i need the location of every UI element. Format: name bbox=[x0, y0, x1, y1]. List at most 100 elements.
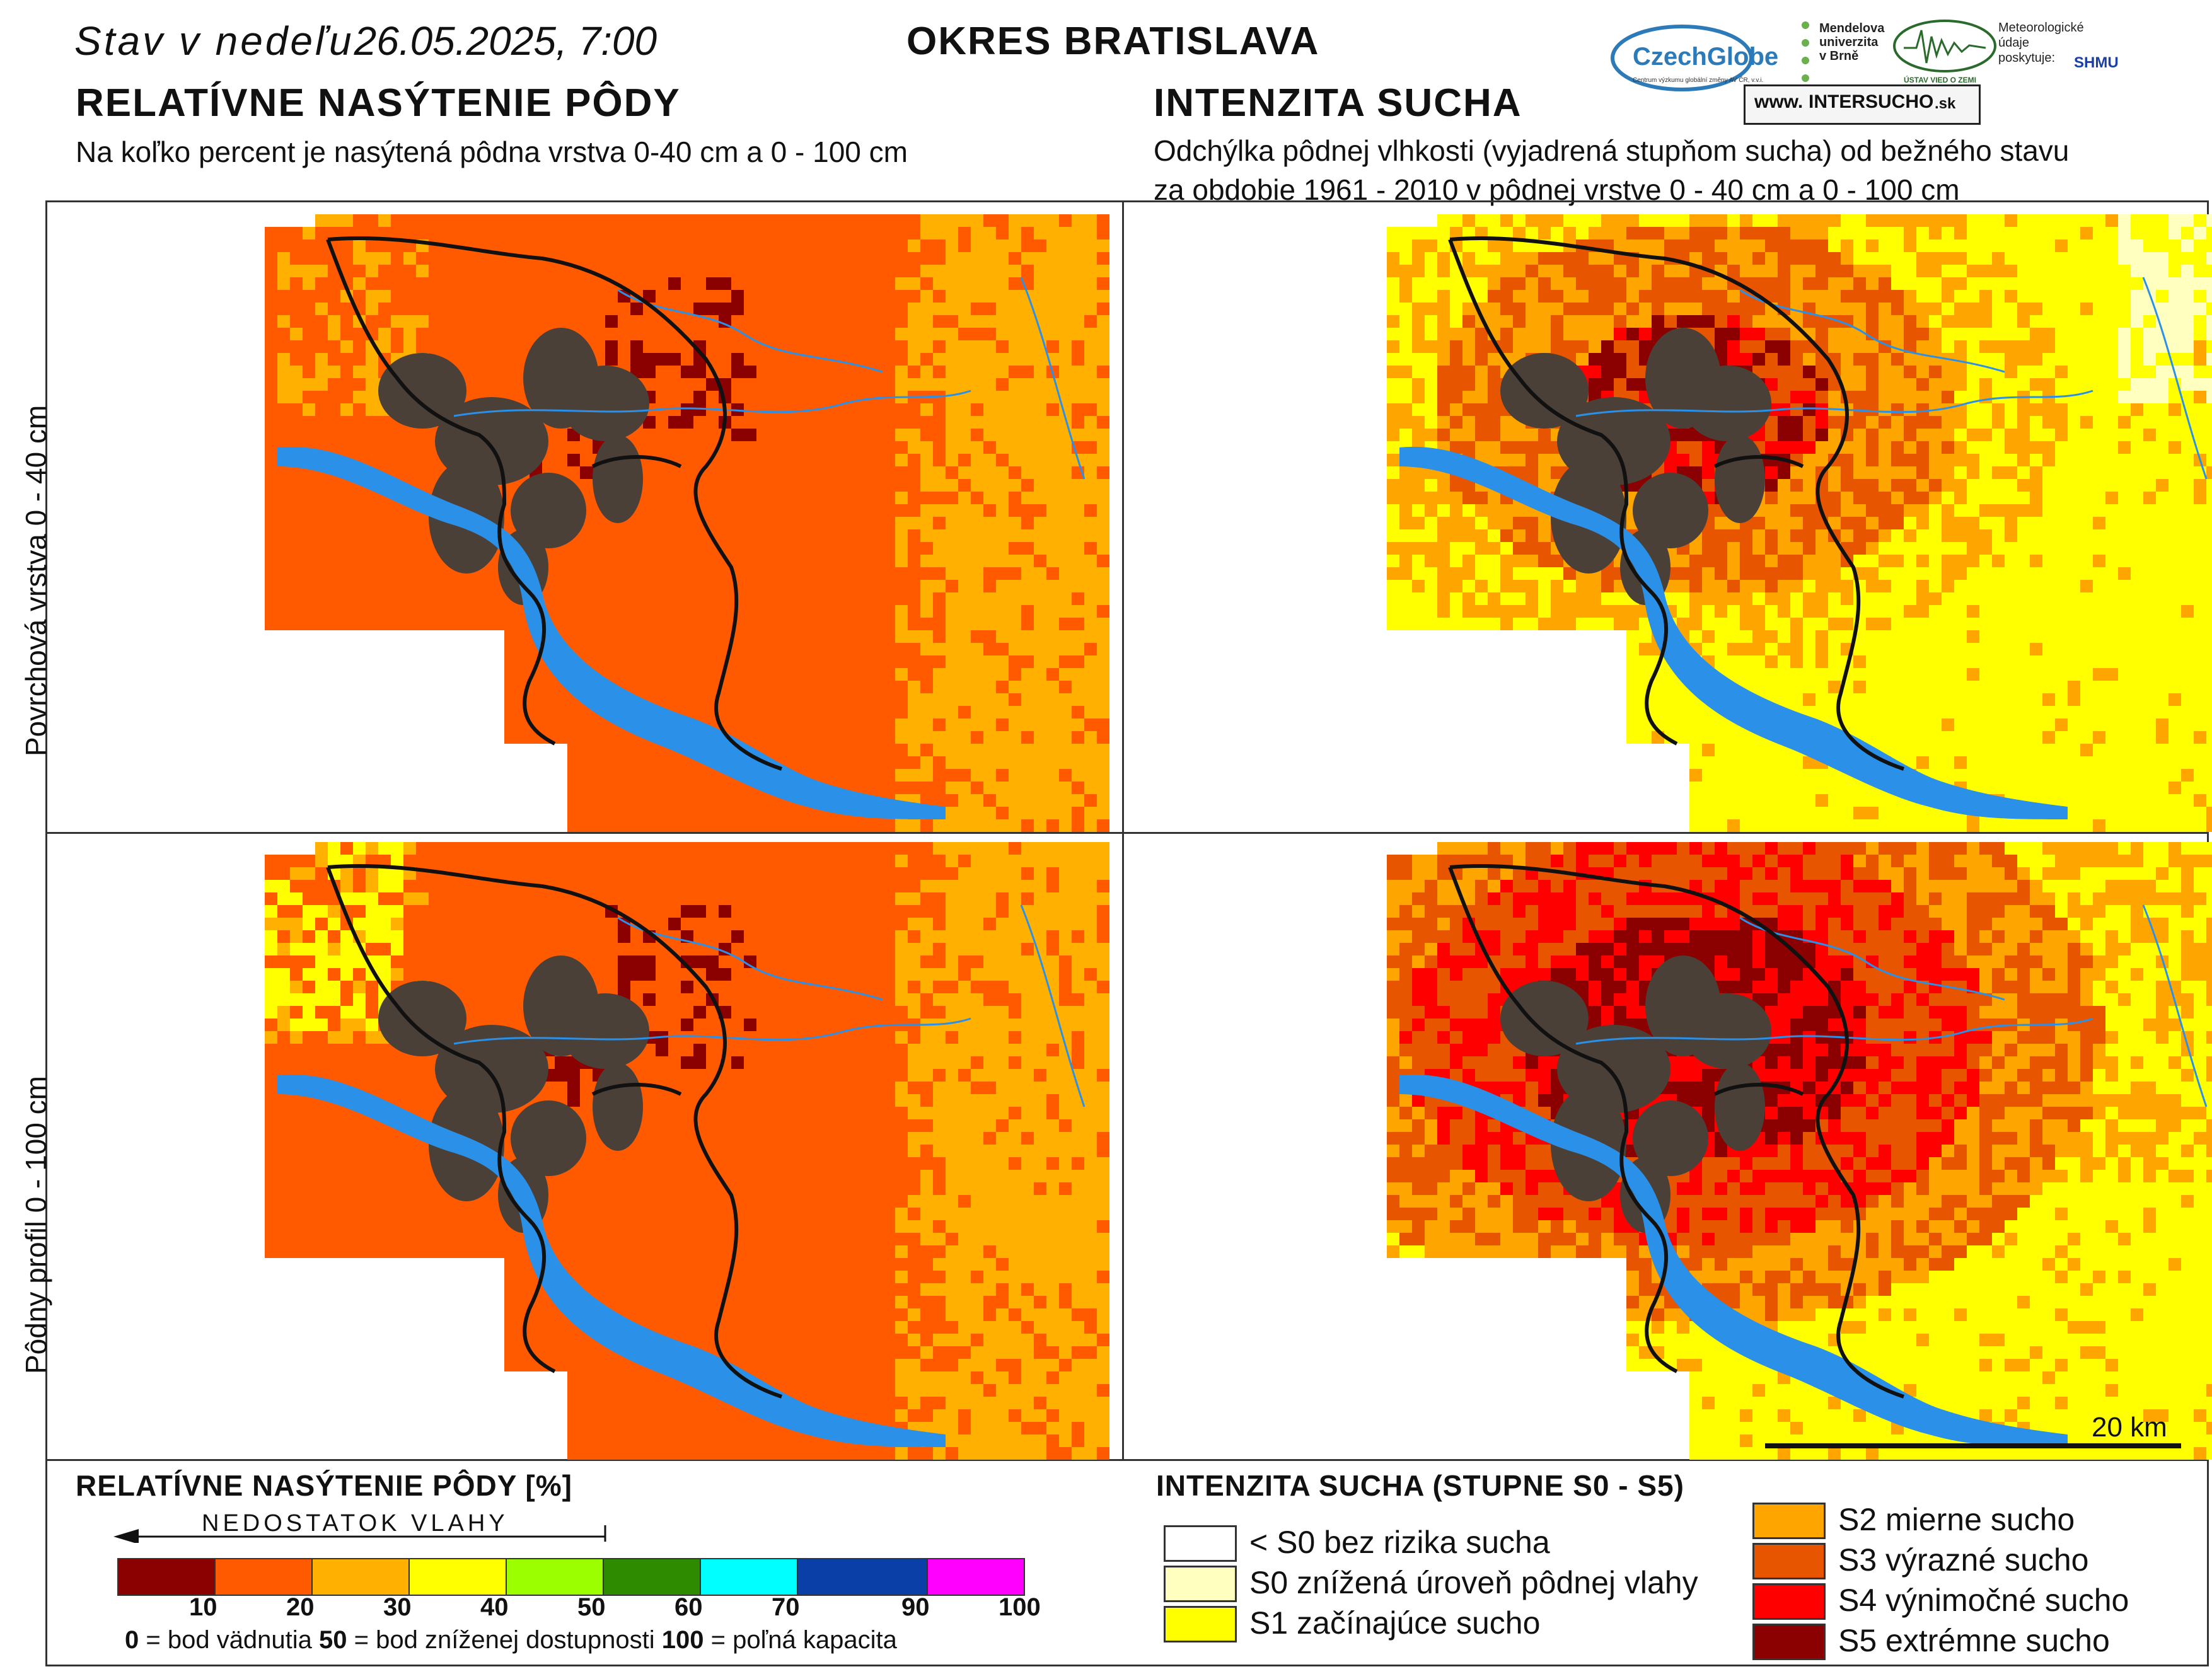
colorbar-segment bbox=[928, 1559, 1024, 1595]
intersucho-suffix: .sk bbox=[1935, 95, 1956, 112]
urban-area bbox=[593, 435, 643, 523]
drought-legend-label: S2 mierne sucho bbox=[1838, 1502, 2075, 1537]
shmu-logo: SHMU bbox=[2074, 54, 2119, 71]
drought-legend-swatch bbox=[1752, 1624, 1826, 1660]
drought-legend-swatch bbox=[1164, 1525, 1237, 1562]
colorbar-tick-label: 90 bbox=[901, 1593, 930, 1621]
date-prefix: Stav v nedeľu bbox=[74, 18, 354, 64]
note-fifty: 50 bbox=[319, 1626, 347, 1654]
scale-bar bbox=[1765, 1443, 2181, 1448]
map-drought-0-100 bbox=[1387, 842, 2212, 1460]
urban-area bbox=[511, 1100, 586, 1176]
colorbar-tick-label: 40 bbox=[480, 1593, 509, 1621]
colorbar-segment bbox=[313, 1559, 410, 1595]
drought-legend-label: S0 znížená úroveň pôdnej vlahy bbox=[1249, 1565, 1698, 1600]
czechglobe-subtext: Centrum výzkumu globální změny AV ČR, v.… bbox=[1633, 77, 1764, 84]
note-hundred-text: = poľná kapacita bbox=[704, 1626, 897, 1654]
date-value: 26.05.2025, 7:00 bbox=[354, 18, 657, 64]
drought-legend-label: < S0 bez rizika sucha bbox=[1249, 1525, 1550, 1560]
colorbar-segment bbox=[604, 1559, 701, 1595]
note-zero-text: = bod vädnutia bbox=[139, 1626, 320, 1654]
map-saturation-0-100 bbox=[265, 842, 1109, 1460]
urban-area bbox=[561, 993, 649, 1069]
date-label: Stav v nedeľu26.05.2025, 7:00 bbox=[74, 18, 657, 64]
urban-area bbox=[378, 353, 466, 429]
urban-area bbox=[1683, 993, 1771, 1069]
drought-legend-swatch bbox=[1752, 1543, 1826, 1579]
urban-area bbox=[1683, 366, 1771, 441]
district-border bbox=[1448, 864, 1904, 1399]
stream bbox=[1575, 1017, 2093, 1045]
urban-area bbox=[593, 1063, 643, 1151]
urban-area bbox=[1633, 473, 1708, 548]
drought-legend-label: S1 začínajúce sucho bbox=[1249, 1605, 1541, 1641]
urban-area bbox=[511, 473, 586, 548]
drought-subtitle-line1: Odchýlka pôdnej vlhkosti (vyjadrená stup… bbox=[1154, 134, 2070, 167]
saturation-title: RELATÍVNE NASÝTENIE PÔDY bbox=[76, 81, 681, 125]
stream bbox=[453, 390, 971, 417]
urban-area bbox=[1500, 981, 1589, 1056]
czechglobe-text: CzechGlobe bbox=[1633, 43, 1779, 71]
stream bbox=[1020, 904, 1086, 1107]
intersucho-logo: www. INTERSUCHO .sk bbox=[1744, 84, 1981, 125]
saturation-legend-title: RELATÍVNE NASÝTENIE PÔDY [%] bbox=[76, 1469, 572, 1502]
colorbar-tick-label: 50 bbox=[577, 1593, 606, 1621]
intersucho-name: INTERSUCHO bbox=[1809, 91, 1934, 112]
colorbar-segment bbox=[119, 1559, 216, 1595]
panel-divider-horizontal bbox=[45, 832, 2209, 834]
stream bbox=[617, 289, 883, 373]
drought-legend-swatch bbox=[1752, 1503, 1826, 1539]
stream bbox=[2142, 904, 2208, 1107]
district-title: OKRES BRATISLAVA bbox=[906, 20, 1320, 63]
drought-title: INTENZITA SUCHA bbox=[1154, 81, 1522, 125]
urban-area bbox=[1633, 1100, 1708, 1176]
urban-area bbox=[561, 366, 649, 441]
urban-area bbox=[1715, 1063, 1765, 1151]
ustav-text: ÚSTAV VIED O ZEMI bbox=[1904, 76, 1976, 84]
map-drought-0-40 bbox=[1387, 214, 2212, 832]
district-border bbox=[326, 236, 782, 771]
drought-legend-label: S4 výnimočné sucho bbox=[1838, 1583, 2129, 1618]
panel-divider-vertical bbox=[1122, 200, 1124, 1461]
colorbar-tick-label: 10 bbox=[189, 1593, 217, 1621]
colorbar-segment bbox=[507, 1559, 604, 1595]
saturation-ticks: 10 20 30 40 50 60 70 90 100 bbox=[0, 1593, 1072, 1625]
czechglobe-logo: CzechGlobe Centrum výzkumu globální změn… bbox=[1607, 19, 1784, 95]
drought-subtitle: Odchýlka pôdnej vlhkosti (vyjadrená stup… bbox=[1154, 131, 2069, 209]
mendel-text: Mendelova univerzita v Brně bbox=[1819, 21, 1885, 63]
mendel-logo: Mendelova univerzita v Brně bbox=[1797, 18, 1923, 93]
urban-area bbox=[378, 981, 466, 1056]
scale-bar-label: 20 km bbox=[2092, 1412, 2167, 1443]
district-border bbox=[1448, 236, 1904, 771]
colorbar-tick-label: 20 bbox=[286, 1593, 315, 1621]
note-fifty-text: = bod zníženej dostupnosti bbox=[347, 1626, 662, 1654]
map-saturation-0-40 bbox=[265, 214, 1109, 832]
stream bbox=[1575, 390, 2093, 417]
meteo-credit: Meteorologické údaje poskytuje: SHMU bbox=[1998, 20, 2131, 96]
saturation-legend-note: 0 = bod vädnutia 50 = bod zníženej dostu… bbox=[125, 1626, 897, 1654]
row-label-bottom: Pôdny profil 0 - 100 cm bbox=[20, 1075, 52, 1374]
intersucho-prefix: www. bbox=[1754, 91, 1804, 112]
colorbar-tick-label: 70 bbox=[772, 1593, 800, 1621]
saturation-colorbar bbox=[117, 1558, 1025, 1596]
saturation-subtitle: Na koľko percent je nasýtená pôdna vrstv… bbox=[76, 136, 908, 168]
stream bbox=[453, 1017, 971, 1045]
note-hundred: 100 bbox=[661, 1626, 704, 1654]
colorbar-tick-label: 60 bbox=[675, 1593, 703, 1621]
map-raster bbox=[265, 214, 1109, 832]
shortage-arrow-label: NEDOSTATOK VLAHY bbox=[202, 1510, 509, 1537]
legend-divider bbox=[45, 1459, 2209, 1461]
colorbar-tick-label: 100 bbox=[999, 1593, 1041, 1621]
drought-legend-label: S3 výrazné sucho bbox=[1838, 1542, 2089, 1578]
district-border bbox=[326, 864, 782, 1399]
colorbar-segment bbox=[410, 1559, 507, 1595]
stream bbox=[1020, 277, 1086, 480]
meteo-text: Meteorologické údaje poskytuje: bbox=[1998, 21, 2084, 65]
stream bbox=[2142, 277, 2208, 480]
shortage-arrow bbox=[113, 1525, 606, 1543]
colorbar-segment bbox=[701, 1559, 798, 1595]
logo-strip: CzechGlobe Centrum výzkumu globální změn… bbox=[1607, 11, 2137, 118]
colorbar-segment bbox=[798, 1559, 928, 1595]
stream bbox=[1739, 289, 2005, 373]
colorbar-tick-label: 30 bbox=[383, 1593, 412, 1621]
